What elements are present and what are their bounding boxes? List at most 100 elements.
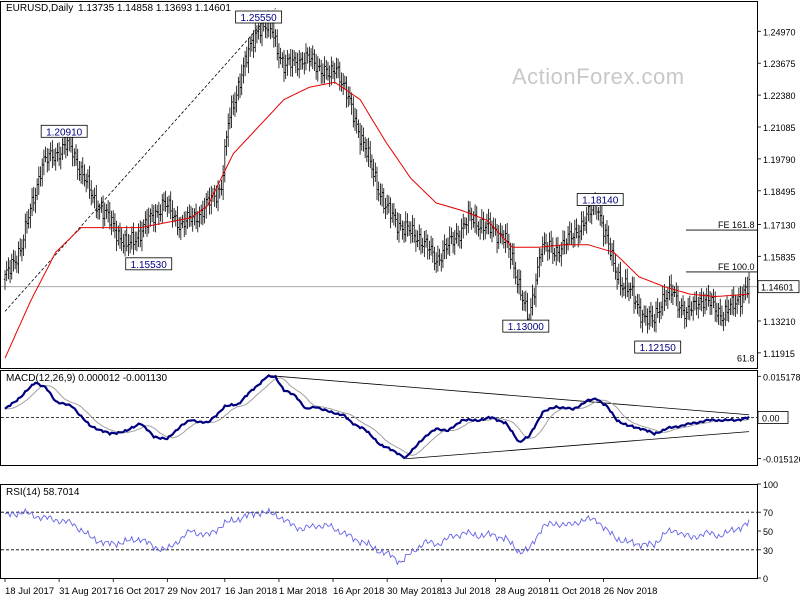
price-bar [105,204,108,219]
price-bar [218,184,221,199]
price-bar [348,86,352,106]
price-bar [5,260,8,282]
price-bar [604,223,607,245]
price-annotation-label: 1.18140 [582,196,619,207]
price-bar [314,53,318,80]
price-bar [722,311,725,332]
x-tick-label: 18 Jul 2017 [5,586,54,597]
price-bar [409,221,413,244]
price-bar [658,302,661,324]
price-bar [700,288,703,312]
macd-trendline [405,431,750,460]
price-bar [323,56,326,84]
price-bar [533,287,536,305]
price-bar [164,190,167,212]
price-bar [291,49,294,77]
price-bar [343,75,347,90]
price-bar [321,63,325,84]
price-panel-frame [0,1,758,369]
price-bar [480,209,484,234]
price-bar [512,243,516,279]
price-bar [306,47,309,64]
price-bar [626,268,629,298]
price-bar [145,209,149,237]
rsi-tick-label: 70 [763,508,773,518]
price-bar [467,200,470,234]
price-annotation: 1.12150 [634,340,682,354]
ohlc-readout: 1.13735 1.14858 1.13693 1.14601 [78,3,231,14]
price-bar [281,52,284,68]
current-price-label: 1.14601 [761,283,794,293]
price-bar [739,286,742,317]
price-bar [309,48,313,67]
price-bar [198,206,201,228]
price-bar [717,302,720,325]
price-bar [431,237,434,263]
price-bar [375,166,379,201]
price-bar [248,36,252,57]
price-bar [389,197,392,229]
price-bar [715,302,719,323]
price-bar [47,148,51,171]
price-bar [407,221,411,237]
price-bar [95,185,98,219]
price-bar [247,38,250,74]
price-bar [648,306,651,330]
price-bar [166,196,169,217]
price-bar [272,21,276,48]
price-bar [426,234,429,260]
price-bar [274,29,277,47]
price-bar [110,210,113,236]
price-bar [142,219,145,238]
price-bar [468,201,472,222]
price-bar [519,270,522,301]
price-bar [134,231,137,251]
price-bar [494,218,497,236]
price-bar [380,183,384,207]
price-annotation: 1.18140 [576,193,624,207]
price-bar [39,166,42,187]
price-bar [484,221,487,240]
price-bar [61,138,64,160]
price-bar [191,207,194,232]
price-bar [128,234,132,254]
price-bar [434,252,438,273]
price-bar [227,113,230,147]
price-bar [257,21,260,40]
rsi-tick-label: 100 [763,480,778,490]
price-bar [230,95,233,128]
price-bar [318,58,321,72]
rsi-line [4,507,750,566]
price-tick-label: 1.21085 [763,123,796,133]
price-bar [188,204,191,228]
price-bar [125,225,128,252]
price-bar [729,298,732,315]
price-bar [127,234,130,257]
price-bar [472,211,475,228]
price-bar [558,245,561,263]
price-bar [59,146,62,170]
price-bar [402,221,406,243]
price-bar [340,72,343,92]
price-bar [367,137,370,167]
price-bar [634,295,637,310]
price-bar [115,220,118,252]
price-bar [654,301,658,333]
price-bar [541,236,544,263]
price-bar [629,282,632,299]
price-bar [663,284,666,312]
price-bar [641,309,644,333]
price-bar [610,242,614,266]
price-annotation: 1.15530 [125,257,173,271]
price-bar [93,187,96,209]
price-bar [536,256,539,285]
price-bar [560,241,563,267]
price-bar [120,228,123,252]
price-bar [254,23,257,53]
price-bar [372,158,375,187]
price-bar [489,212,492,239]
price-bar [91,189,95,204]
price-bar [29,203,32,229]
price-bar [49,142,52,162]
